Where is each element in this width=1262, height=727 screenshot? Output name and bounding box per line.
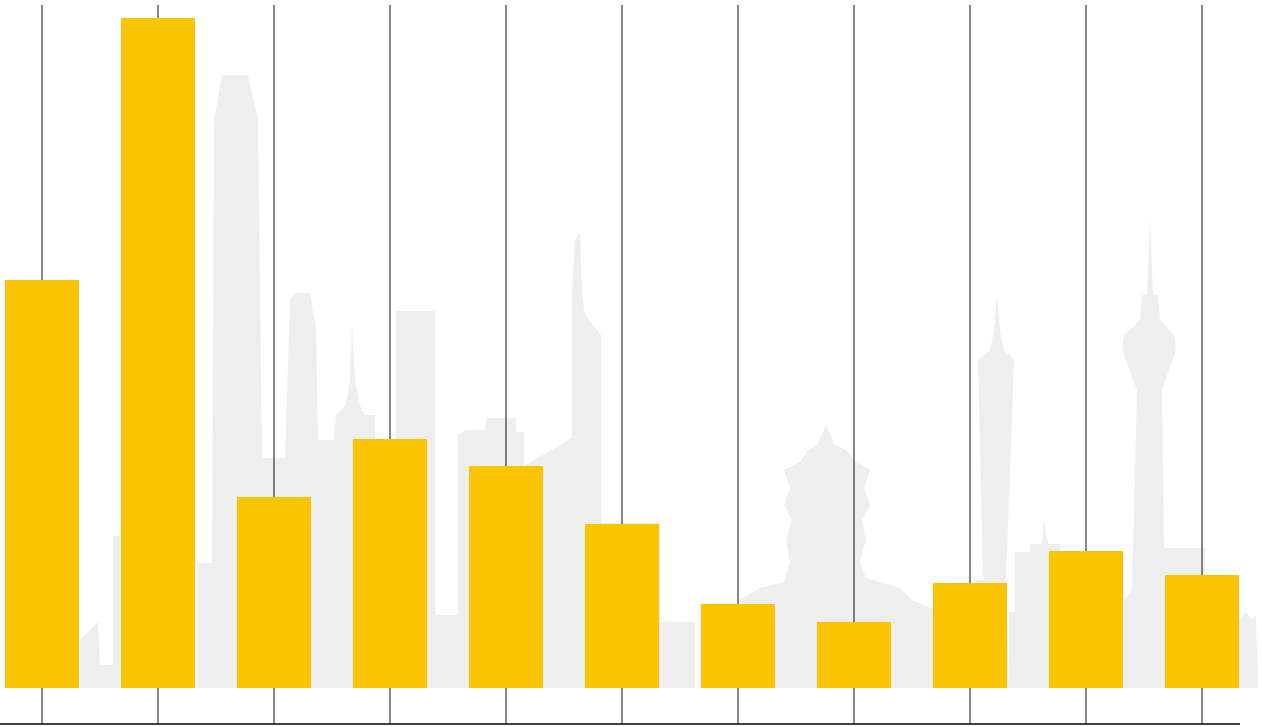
bars bbox=[5, 18, 1239, 688]
bar bbox=[933, 583, 1007, 688]
bar bbox=[5, 280, 79, 688]
bar bbox=[353, 439, 427, 688]
bar bbox=[701, 604, 775, 688]
bar bbox=[121, 18, 195, 688]
bar bbox=[1049, 551, 1123, 688]
bar bbox=[237, 497, 311, 688]
bar bbox=[817, 622, 891, 688]
bar bbox=[469, 466, 543, 688]
bar bbox=[585, 524, 659, 688]
bar bbox=[1165, 575, 1239, 688]
